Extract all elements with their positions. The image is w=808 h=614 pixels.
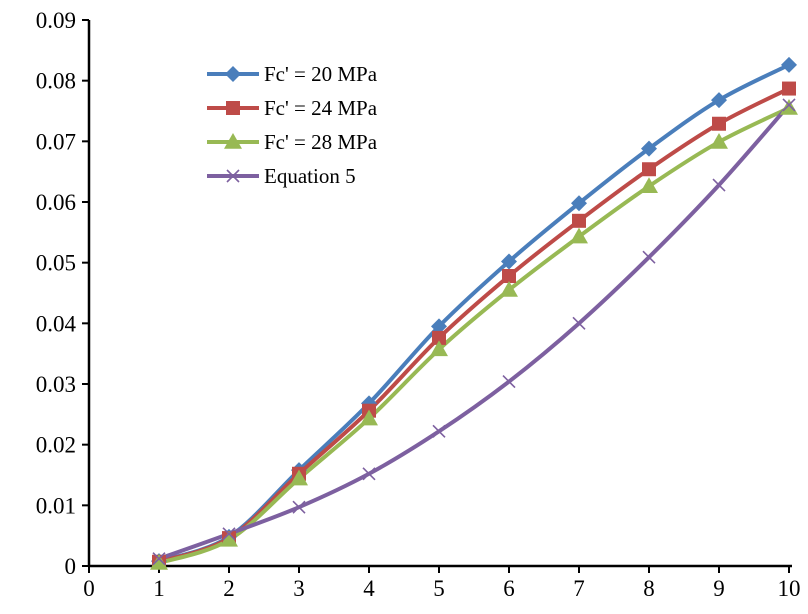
legend-label-fc-24-mpa: Fc' = 24 MPa [264, 96, 378, 120]
y-tick-label: 0.05 [36, 251, 76, 276]
series-line-fc-28-mpa [158, 106, 790, 565]
x-axis-ticks: 0 1 2 3 4 5 6 7 8 9 10 [83, 566, 801, 601]
series-line-equation-5 [158, 103, 791, 561]
data-point-fc-28-mpa-x1 [150, 553, 168, 570]
legend-label-fc-20-mpa: Fc' = 20 MPa [264, 62, 378, 86]
series-line-fc-24-mpa [158, 86, 790, 564]
x-tick-label: 6 [503, 576, 515, 601]
x-tick-label: 2 [223, 576, 235, 601]
x-tick-label: 8 [643, 576, 655, 601]
data-point-fc-28-mpa-x3 [290, 469, 308, 486]
data-point-fc-28-mpa-x7 [570, 227, 588, 244]
data-point-equation-5-x8 [642, 250, 656, 264]
legend-marker-fc-28-mpa [224, 133, 242, 149]
y-axis-ticks: 0 0.01 0.02 0.03 0.04 0.05 0.06 0.07 0.08 0.09 [36, 8, 89, 579]
y-tick-label: 0.01 [36, 493, 76, 518]
data-point-fc-24-mpa-x10 [782, 81, 796, 96]
data-point-equation-5-x10 [782, 98, 796, 112]
legend: Fc' = 20 MPa Fc' = 24 MPa Fc' = 28 MPa Equa… [207, 62, 378, 188]
y-tick-label: 0.09 [36, 8, 76, 33]
data-point-equation-5-x7 [572, 316, 586, 330]
data-point-equation-5-x3 [292, 500, 306, 514]
data-point-equation-5-x5 [432, 424, 446, 438]
data-point-fc-24-mpa-x7 [572, 213, 586, 228]
x-tick-label: 7 [573, 576, 585, 601]
data-point-fc-20-mpa-x10 [781, 56, 797, 73]
legend-label-equation-5: Equation 5 [264, 164, 356, 188]
data-point-fc-24-mpa-x9 [712, 116, 726, 131]
legend-marker-equation-5 [226, 169, 240, 183]
series-lines [158, 63, 791, 565]
data-point-fc-20-mpa-x9 [711, 92, 727, 109]
data-point-fc-28-mpa-x5 [430, 340, 448, 357]
y-tick-label: 0.07 [36, 129, 76, 154]
data-point-fc-20-mpa-x5 [431, 318, 447, 335]
x-tick-label: 4 [363, 576, 375, 601]
data-point-fc-20-mpa-x7 [571, 195, 587, 212]
y-tick-label: 0.02 [36, 433, 76, 458]
data-point-fc-28-mpa-x8 [640, 177, 658, 193]
x-tick-label: 9 [713, 576, 725, 601]
x-tick-label: 0 [83, 576, 95, 601]
y-tick-label: 0.08 [36, 69, 76, 94]
data-point-fc-20-mpa-x8 [641, 140, 657, 157]
data-point-equation-5-x9 [712, 178, 726, 192]
y-tick-label: 0 [65, 554, 77, 579]
data-point-fc-24-mpa-x8 [642, 162, 656, 177]
data-point-fc-28-mpa-x9 [710, 132, 728, 149]
data-point-equation-5-x4 [362, 467, 376, 481]
x-tick-label: 3 [293, 576, 305, 601]
data-point-fc-20-mpa-x6 [501, 253, 517, 270]
data-point-equation-5-x6 [502, 375, 516, 389]
x-tick-label: 1 [153, 576, 165, 601]
data-point-fc-28-mpa-x4 [360, 409, 378, 426]
data-point-fc-24-mpa-x5 [432, 330, 446, 345]
x-tick-label: 10 [778, 576, 801, 601]
y-tick-label: 0.03 [36, 372, 76, 397]
series-markers [150, 56, 798, 570]
axes [87, 20, 792, 568]
y-tick-label: 0.04 [36, 311, 77, 336]
legend-marker-fc-24-mpa [226, 101, 240, 115]
data-point-fc-24-mpa-x6 [502, 269, 516, 284]
legend-marker-fc-20-mpa [225, 66, 241, 82]
data-point-equation-5-x1 [152, 552, 166, 566]
data-point-fc-28-mpa-x6 [500, 280, 518, 297]
x-tick-label: 5 [433, 576, 445, 601]
y-tick-label: 0.06 [36, 190, 76, 215]
data-point-fc-28-mpa-x10 [780, 98, 798, 115]
legend-label-fc-28-mpa: Fc' = 28 MPa [264, 130, 378, 154]
data-point-fc-28-mpa-x2 [220, 530, 238, 547]
data-point-equation-5-x2 [222, 527, 236, 541]
